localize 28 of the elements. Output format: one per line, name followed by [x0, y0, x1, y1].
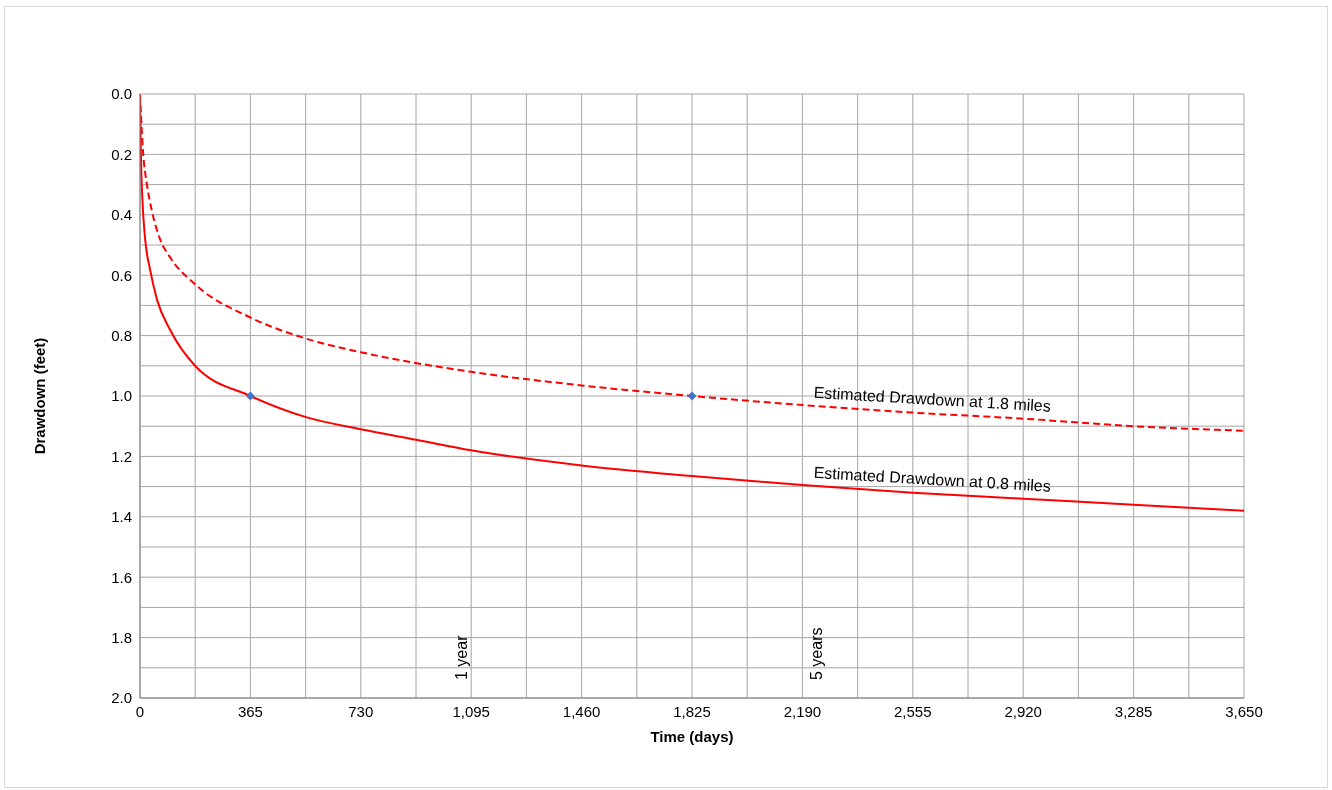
- x-tick-label: 2,920: [1004, 702, 1042, 720]
- y-axis-title: Drawdown (feet): [31, 337, 49, 455]
- x-tick-label: 3,285: [1114, 702, 1153, 720]
- x-tick-label: 2,190: [783, 702, 822, 720]
- y-tick-label: 0.8: [111, 326, 132, 344]
- y-tick-label: 1.4: [111, 508, 132, 526]
- x-tick-label: 3,650: [1225, 702, 1263, 720]
- y-tick-label: 0.0: [111, 85, 132, 103]
- y-tick-label: 1.6: [111, 568, 132, 586]
- x-tick-label: 1,825: [673, 702, 711, 720]
- series-label: Estimated Drawdown at 1.8 miles: [813, 383, 1052, 415]
- x-tick-label: 365: [237, 702, 263, 720]
- y-tick-label: 1.8: [111, 628, 132, 646]
- x-axis-title: Time (days): [650, 728, 734, 745]
- x-tick-label: 1,460: [562, 702, 601, 720]
- annotation: 5 years: [808, 627, 826, 680]
- y-tick-label: 0.4: [111, 206, 132, 224]
- y-tick-label: 1.2: [111, 447, 132, 465]
- y-tick-label: 0.2: [111, 145, 132, 163]
- y-tick-label: 0.6: [111, 266, 132, 284]
- series-label: Estimated Drawdown at 0.8 miles: [813, 463, 1052, 495]
- y-tick-label: 2.0: [111, 689, 132, 707]
- annotation: 1 year: [452, 634, 470, 680]
- x-tick-label: 0: [135, 702, 145, 720]
- x-tick-label: 2,555: [894, 702, 932, 720]
- x-tick-label: 1,095: [452, 702, 490, 720]
- y-tick-label: 1.0: [111, 387, 132, 405]
- x-tick-label: 730: [348, 702, 374, 720]
